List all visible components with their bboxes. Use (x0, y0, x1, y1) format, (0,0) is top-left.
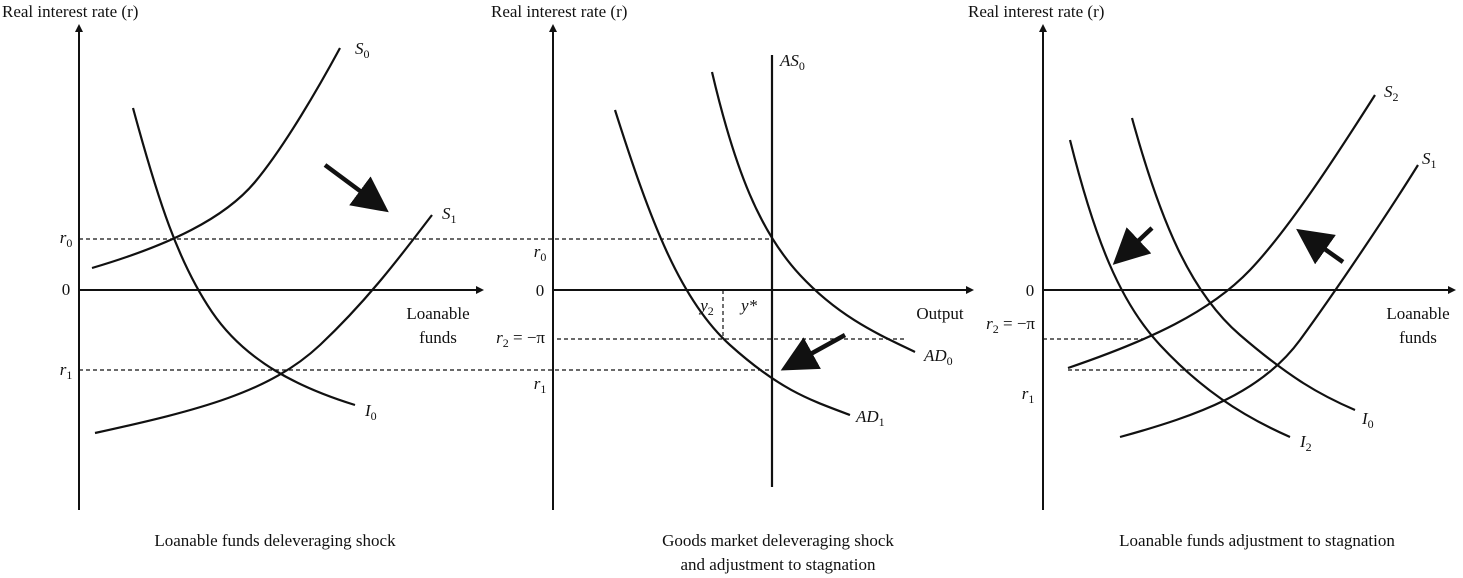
label-main: S (355, 39, 364, 58)
label-sub: 1 (540, 382, 546, 396)
label-sub: 2 (1306, 440, 1312, 454)
curve-label: S1 (442, 204, 457, 226)
curve (1067, 94, 1376, 370)
label-main: S (1422, 149, 1431, 168)
shift-arrow (780, 333, 847, 371)
label-main: r (534, 242, 541, 261)
caption: Goods market deleveraging shock (662, 531, 894, 550)
curve (1119, 164, 1419, 439)
y-tick-label: 0 (62, 280, 71, 299)
x-axis-title: funds (419, 328, 457, 347)
label-sub: 1 (66, 368, 72, 382)
label-main: S (442, 204, 451, 223)
y-tick-label: r2 = −π (986, 314, 1035, 336)
curve-label: I0 (1361, 409, 1374, 431)
y-axis-title: Real interest rate (r) (2, 2, 138, 21)
label-sub: 2 (708, 304, 714, 318)
curve (131, 107, 356, 407)
output-label: y* (739, 296, 758, 315)
label-main: AD (855, 407, 879, 426)
label-main: AS (779, 51, 799, 70)
label-sub: 0 (947, 354, 953, 368)
label-main: r (534, 374, 541, 393)
curve (1068, 139, 1291, 439)
curve-label: AD1 (855, 407, 885, 429)
label-sub: 0 (540, 250, 546, 264)
shift-arrow (1112, 226, 1154, 265)
caption: and adjustment to stagnation (681, 555, 876, 574)
caption: Loanable funds adjustment to stagnation (1119, 531, 1395, 550)
label-main: 0 (1026, 281, 1035, 300)
label-sub: 1 (1028, 392, 1034, 406)
curve (613, 109, 851, 417)
label-main: r (1022, 384, 1029, 403)
caption: Loanable funds deleveraging shock (154, 531, 396, 550)
shift-arrow (323, 163, 389, 213)
output-label: y2 (698, 296, 714, 318)
label-sub: 1 (1431, 157, 1437, 171)
x-axis-title: Loanable (406, 304, 469, 323)
label-rest: = −π (999, 314, 1036, 333)
curve (94, 214, 433, 435)
label-sub: 0 (364, 47, 370, 61)
x-axis-title: funds (1399, 328, 1437, 347)
label-main: r (496, 328, 503, 347)
label-sub: 1 (879, 415, 885, 429)
y-tick-label: r2 = −π (496, 328, 545, 350)
y-tick-label: r1 (60, 360, 73, 382)
label-main: AD (923, 346, 947, 365)
curve (91, 47, 341, 270)
label-rest: = −π (509, 328, 546, 347)
label-sub: 0 (66, 236, 72, 250)
y-tick-label: 0 (1026, 281, 1035, 300)
label-main: I (364, 401, 372, 420)
curve-label: S2 (1384, 82, 1399, 104)
y-axis-title: Real interest rate (r) (968, 2, 1104, 21)
label-sub: 2 (993, 322, 999, 336)
label-main: r (986, 314, 993, 333)
y-tick-label: r1 (1022, 384, 1035, 406)
label-sub: 2 (1393, 90, 1399, 104)
label-sub: 0 (1368, 417, 1374, 431)
x-axis-title: Output (916, 304, 964, 323)
curve-label: I0 (364, 401, 377, 423)
y-axis-title: Real interest rate (r) (491, 2, 627, 21)
y-tick-label: r0 (534, 242, 547, 264)
curve (1130, 117, 1356, 412)
label-main: y* (739, 296, 758, 315)
x-axis-title: Loanable (1386, 304, 1449, 323)
curve-label: S0 (355, 39, 370, 61)
label-main: 0 (62, 280, 71, 299)
label-main: y (698, 296, 708, 315)
label-sub: 1 (451, 212, 457, 226)
label-sub: 2 (503, 336, 509, 350)
label-main: 0 (536, 281, 545, 300)
curve-label: AD0 (923, 346, 953, 368)
label-main: I (1299, 432, 1307, 451)
curve-label: AS0 (779, 51, 805, 73)
curve-label: I2 (1299, 432, 1312, 454)
curve-label: S1 (1422, 149, 1437, 171)
y-tick-label: r1 (534, 374, 547, 396)
label-sub: 0 (371, 409, 377, 423)
curve (710, 71, 916, 353)
shift-arrow (1296, 228, 1345, 265)
label-main: S (1384, 82, 1393, 101)
y-tick-label: 0 (536, 281, 545, 300)
y-tick-label: r0 (60, 228, 73, 250)
label-main: r (60, 360, 67, 379)
label-sub: 0 (799, 59, 805, 73)
label-main: r (60, 228, 67, 247)
label-main: I (1361, 409, 1369, 428)
